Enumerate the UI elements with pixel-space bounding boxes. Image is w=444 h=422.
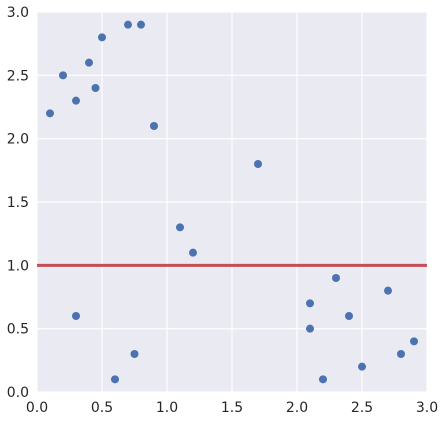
y-tick-label: 1.5 [7,195,29,211]
y-tick-label: 2.0 [7,132,29,148]
x-tick-label: 2.5 [351,400,373,416]
scatter-point [176,223,184,232]
scatter-point [332,274,340,282]
y-axis-tick-labels: 0.0 0.5 1.0 1.5 2.0 2.5 3.0 [7,5,29,401]
scatter-point [189,248,197,257]
scatter-point [72,96,80,105]
y-tick-label: 2.5 [7,68,29,84]
scatter-point [384,286,392,295]
scatter-point [410,337,418,346]
x-tick-label: 0.0 [26,400,48,416]
scatter-point [397,350,405,358]
y-tick-label: 0.0 [7,385,29,401]
x-tick-label: 2.0 [286,400,308,416]
scatter-point [358,362,366,371]
scatter-point [111,375,119,384]
scatter-point [72,312,80,320]
scatter-point [98,33,106,42]
scatter-point [91,84,100,92]
scatter-point [130,350,139,358]
data-points [46,20,418,384]
scatter-point [137,20,145,29]
scatter-point [345,312,353,320]
y-tick-label: 1.0 [7,258,29,274]
x-tick-label: 1.0 [156,400,178,416]
scatter-point [150,122,158,130]
x-tick-label: 0.5 [91,400,113,416]
scatter-point [306,299,314,308]
y-tick-label: 3.0 [7,5,29,21]
scatter-point [254,160,262,168]
scatter-point [124,20,132,29]
x-tick-label: 3.0 [416,400,438,416]
scatter-point [46,109,54,118]
scatter-point [319,375,327,384]
y-tick-label: 0.5 [7,322,29,338]
x-tick-label: 1.5 [221,400,243,416]
x-axis-tick-labels: 0.0 0.5 1.0 1.5 2.0 2.5 3.0 [26,400,438,416]
scatter-point [306,324,314,333]
scatter-point [59,71,67,80]
scatter-point [85,58,93,67]
